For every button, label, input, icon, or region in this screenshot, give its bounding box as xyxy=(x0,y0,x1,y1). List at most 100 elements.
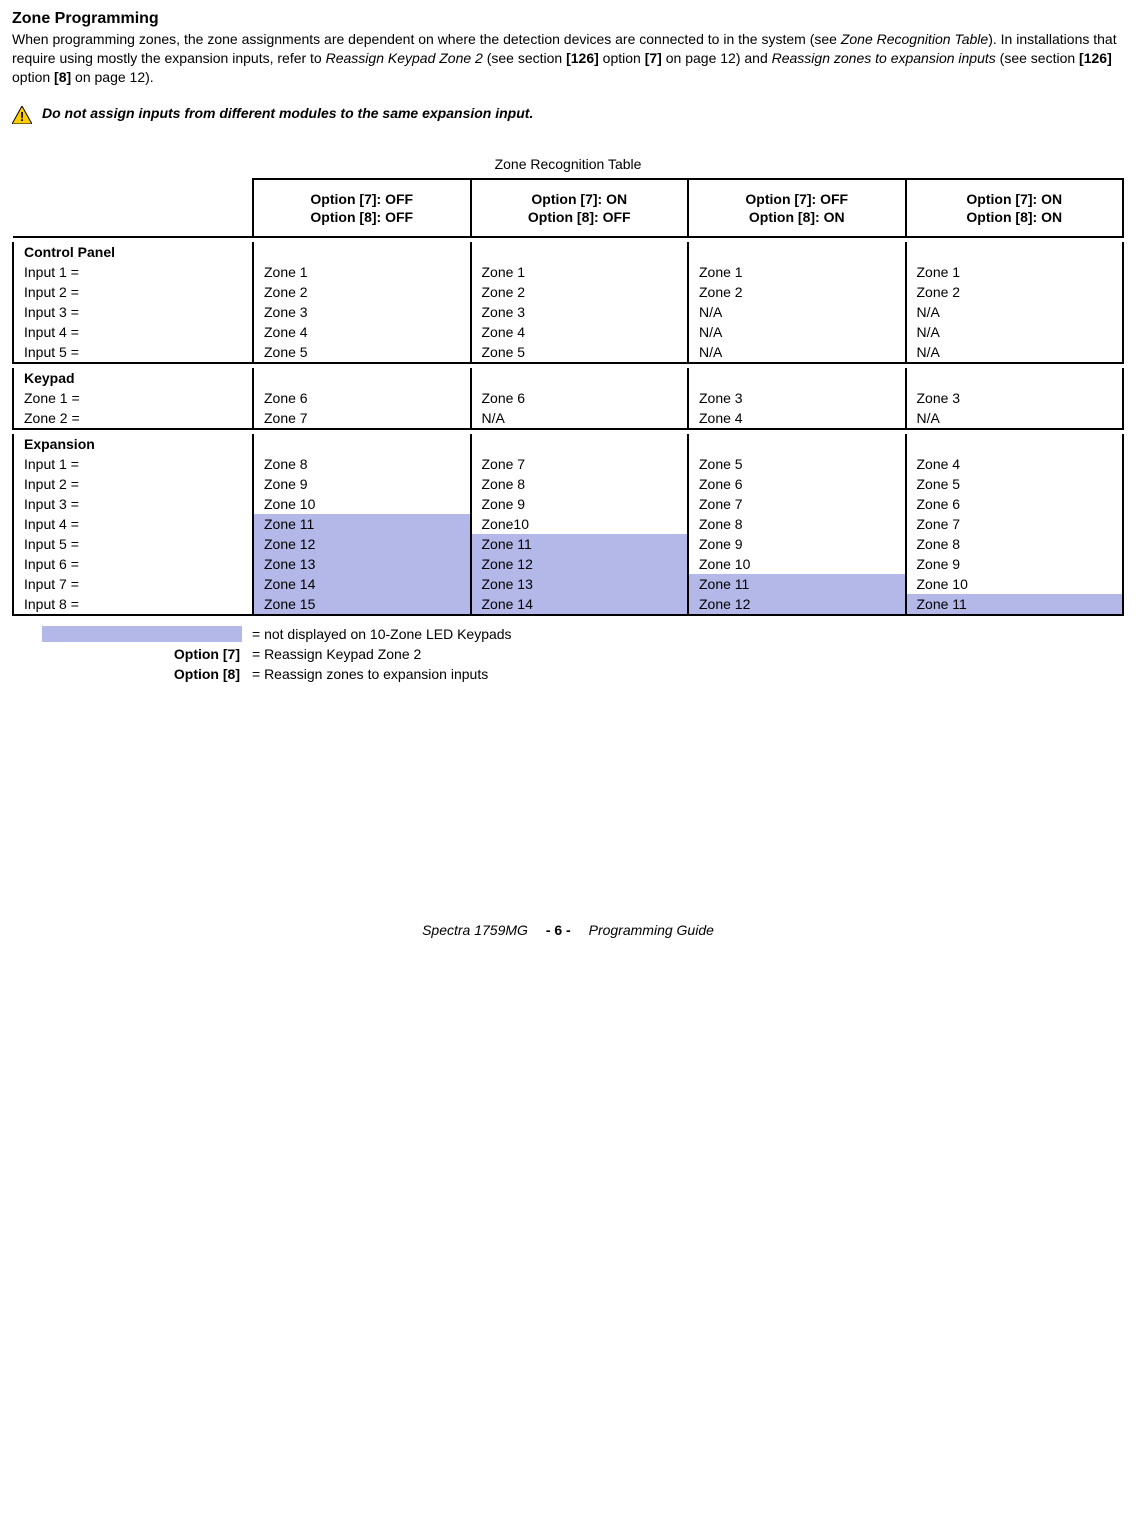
row-label: Input 5 = xyxy=(13,342,253,363)
cell: Zone 11 xyxy=(253,514,471,534)
header-col-2: Option [7]: ON Option [8]: OFF xyxy=(471,179,689,237)
cell: Zone 12 xyxy=(688,594,906,615)
table-caption: Zone Recognition Table xyxy=(12,156,1124,172)
header-col-4: Option [7]: ON Option [8]: ON xyxy=(906,179,1124,237)
cell: Zone 6 xyxy=(253,388,471,408)
cell: N/A xyxy=(906,302,1124,322)
header-col-3-line1: Option [7]: OFF xyxy=(745,191,848,207)
cell: Zone 3 xyxy=(906,388,1124,408)
intro-section-126b: [126] xyxy=(1079,50,1112,66)
legend-label-option-8: Option [8] xyxy=(12,666,252,682)
svg-text:!: ! xyxy=(20,109,24,124)
cell: Zone 3 xyxy=(471,302,689,322)
intro-text: on page 12) and xyxy=(662,50,772,66)
cell: Zone 13 xyxy=(471,574,689,594)
row-label: Input 2 = xyxy=(13,282,253,302)
cell: Zone 10 xyxy=(688,554,906,574)
cell: Zone10 xyxy=(471,514,689,534)
row-label: Input 3 = xyxy=(13,494,253,514)
cell: Zone 10 xyxy=(906,574,1124,594)
intro-option-7: [7] xyxy=(645,50,662,66)
cell: Zone 7 xyxy=(688,494,906,514)
cell: Zone 7 xyxy=(253,408,471,429)
cell: Zone 14 xyxy=(471,594,689,615)
intro-text: When programming zones, the zone assignm… xyxy=(12,31,841,47)
cell: Zone 8 xyxy=(688,514,906,534)
header-col-1: Option [7]: OFF Option [8]: OFF xyxy=(253,179,471,237)
row-label: Input 5 = xyxy=(13,534,253,554)
row-label: Input 2 = xyxy=(13,474,253,494)
intro-ref-reassign-exp: Reassign zones to expansion inputs xyxy=(772,50,996,66)
zone-recognition-table: Option [7]: OFF Option [8]: OFF Option [… xyxy=(12,178,1124,616)
header-col-1-line1: Option [7]: OFF xyxy=(310,191,413,207)
cell: Zone 9 xyxy=(471,494,689,514)
legend: = not displayed on 10-Zone LED Keypads O… xyxy=(12,626,1124,682)
page-heading: Zone Programming xyxy=(12,10,1124,28)
section-label-expansion: Expansion xyxy=(13,434,253,454)
intro-ref-table: Zone Recognition Table xyxy=(841,31,988,47)
footer-page-number: - 6 - xyxy=(546,922,571,938)
header-empty xyxy=(13,179,253,237)
header-col-2-line2: Option [8]: OFF xyxy=(528,209,631,225)
cell: Zone 14 xyxy=(253,574,471,594)
cell: N/A xyxy=(688,322,906,342)
cell: Zone 11 xyxy=(471,534,689,554)
cell: Zone 4 xyxy=(253,322,471,342)
header-col-1-line2: Option [8]: OFF xyxy=(310,209,413,225)
cell: Zone 6 xyxy=(906,494,1124,514)
cell: Zone 5 xyxy=(253,342,471,363)
cell: Zone 9 xyxy=(253,474,471,494)
cell: N/A xyxy=(688,342,906,363)
intro-text: (see section xyxy=(483,50,566,66)
cell: Zone 7 xyxy=(471,454,689,474)
page-footer: Spectra 1759MG - 6 - Programming Guide xyxy=(12,922,1124,938)
cell: Zone 9 xyxy=(906,554,1124,574)
cell: Zone 10 xyxy=(253,494,471,514)
header-col-4-line1: Option [7]: ON xyxy=(966,191,1062,207)
header-col-4-line2: Option [8]: ON xyxy=(966,209,1062,225)
legend-text-option-7: = Reassign Keypad Zone 2 xyxy=(252,646,421,662)
legend-row-option-7: Option [7] = Reassign Keypad Zone 2 xyxy=(12,646,1124,662)
cell: N/A xyxy=(471,408,689,429)
warning-block: ! Do not assign inputs from different mo… xyxy=(12,105,1124,124)
intro-section-126a: [126] xyxy=(566,50,599,66)
cell: Zone 11 xyxy=(906,594,1124,615)
row-label: Input 4 = xyxy=(13,322,253,342)
cell: Zone 8 xyxy=(253,454,471,474)
cell: Zone 4 xyxy=(906,454,1124,474)
cell: Zone 5 xyxy=(906,474,1124,494)
header-col-3-line2: Option [8]: ON xyxy=(749,209,845,225)
cell: N/A xyxy=(906,342,1124,363)
section-label-control: Control Panel xyxy=(13,242,253,262)
cell: Zone 3 xyxy=(688,388,906,408)
cell: Zone 12 xyxy=(471,554,689,574)
row-label: Input 3 = xyxy=(13,302,253,322)
cell: Zone 12 xyxy=(253,534,471,554)
cell: Zone 1 xyxy=(471,262,689,282)
header-col-2-line1: Option [7]: ON xyxy=(531,191,627,207)
cell: Zone 4 xyxy=(688,408,906,429)
cell: Zone 11 xyxy=(688,574,906,594)
cell: Zone 6 xyxy=(471,388,689,408)
cell: N/A xyxy=(906,408,1124,429)
row-label: Zone 1 = xyxy=(13,388,253,408)
cell: Zone 13 xyxy=(253,554,471,574)
intro-option-8: [8] xyxy=(54,69,71,85)
row-label: Input 4 = xyxy=(13,514,253,534)
section-label-keypad: Keypad xyxy=(13,368,253,388)
warning-triangle-icon: ! xyxy=(12,106,32,124)
row-label: Input 6 = xyxy=(13,554,253,574)
cell: Zone 1 xyxy=(253,262,471,282)
legend-row-option-8: Option [8] = Reassign zones to expansion… xyxy=(12,666,1124,682)
intro-text: on page 12). xyxy=(71,69,154,85)
cell: Zone 2 xyxy=(253,282,471,302)
row-label: Input 1 = xyxy=(13,262,253,282)
cell: N/A xyxy=(688,302,906,322)
cell: Zone 4 xyxy=(471,322,689,342)
cell: Zone 1 xyxy=(906,262,1124,282)
intro-text: (see section xyxy=(996,50,1079,66)
footer-product: Spectra 1759MG xyxy=(422,922,528,938)
cell: N/A xyxy=(906,322,1124,342)
legend-swatch-text: = not displayed on 10-Zone LED Keypads xyxy=(252,626,512,642)
cell: Zone 5 xyxy=(688,454,906,474)
